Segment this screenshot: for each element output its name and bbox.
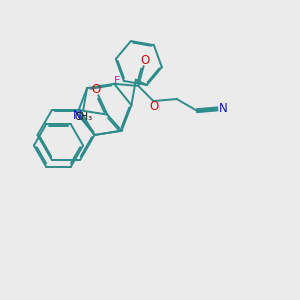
Text: O: O [91, 83, 101, 96]
Text: O: O [140, 54, 149, 67]
Text: N: N [218, 102, 227, 116]
Text: CH₃: CH₃ [74, 112, 92, 122]
Text: O: O [149, 100, 158, 113]
Text: F: F [114, 76, 120, 86]
Text: N: N [73, 109, 82, 122]
